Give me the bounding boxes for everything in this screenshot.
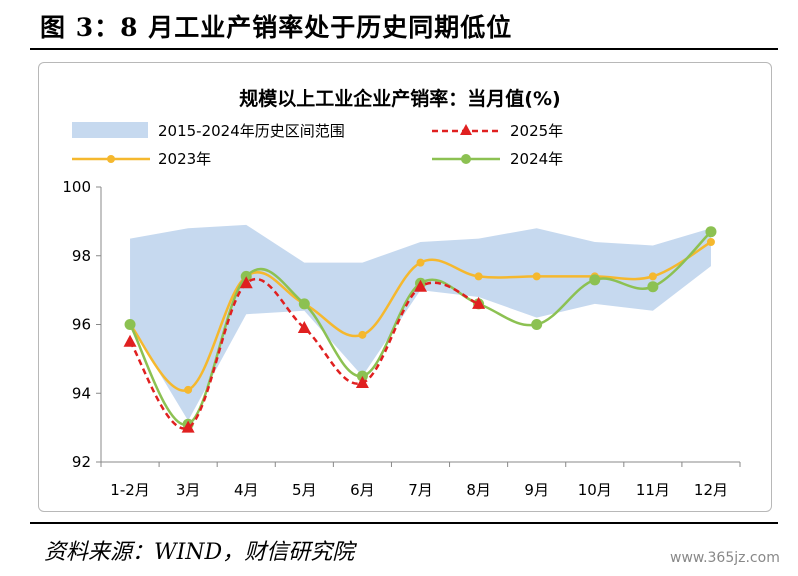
data-point-2025: [123, 334, 137, 347]
data-point-2024: [705, 226, 717, 238]
legend-swatch-band: [72, 122, 148, 138]
data-point-2023: [416, 258, 425, 267]
chart-title: 规模以上工业企业产销率：当月值(%): [239, 87, 560, 110]
data-point-2023: [706, 238, 715, 246]
chart-panel: [38, 62, 772, 512]
data-point-2024: [647, 281, 659, 293]
data-point-2024: [298, 298, 310, 310]
figure-title: 图 3：8 月工业产销率处于历史同期低位: [40, 13, 513, 42]
x-tick-label: 11月: [636, 481, 670, 499]
data-point-2024: [531, 319, 543, 330]
x-tick-label: 10月: [578, 481, 612, 499]
legend-marker-2025: [460, 124, 472, 135]
history-band-area: [130, 224, 711, 421]
y-tick-label: 96: [72, 316, 91, 334]
data-point-2025: [181, 420, 195, 433]
x-tick-label: 3月: [176, 481, 201, 499]
source-note: 资料来源：WIND，财信研究院: [44, 540, 355, 565]
data-point-2023: [358, 330, 367, 339]
y-tick-label: 94: [72, 384, 91, 402]
data-point-2025: [355, 375, 369, 388]
legend-label-band: 2015-2024年历史区间范围: [158, 122, 345, 140]
x-tick-label: 1-2月: [110, 481, 150, 499]
legend-marker-2024: [461, 154, 471, 164]
data-point-2025: [297, 320, 311, 333]
legend-label-2024: 2024年: [510, 150, 563, 168]
x-tick-label: 12月: [694, 481, 728, 499]
legend-label-2025: 2025年: [510, 122, 563, 140]
y-tick-label: 98: [72, 247, 91, 265]
x-tick-label: 4月: [234, 481, 259, 499]
legend: 2015-2024年历史区间范围 2025年 2023年 2024年: [72, 122, 563, 168]
x-tick-label: 6月: [350, 481, 375, 499]
x-tick-label: 8月: [466, 481, 491, 499]
data-point-2024: [124, 319, 136, 330]
legend-marker-2023: [107, 155, 115, 163]
data-point-2023: [532, 272, 541, 281]
data-point-2023: [648, 272, 657, 281]
top-rule: [30, 48, 778, 50]
x-tick-label: 5月: [292, 481, 317, 499]
data-point-2025: [472, 296, 486, 309]
plot-area: 92 94 96 98 100 1-2月 3月 4月 5月 6月 7月 8月 9月 10月 11月 12月: [62, 178, 741, 499]
watermark: www.365jz.com: [670, 550, 780, 566]
x-tick-label: 9月: [524, 481, 549, 499]
data-point-2023: [184, 385, 193, 394]
y-tick-label: 100: [62, 178, 91, 196]
bottom-rule: [30, 522, 778, 524]
y-tick-label: 92: [72, 453, 91, 471]
data-point-2023: [474, 272, 483, 281]
series-line-2025: [128, 277, 480, 430]
series-line-2023: [129, 240, 712, 392]
x-tick-label: 7月: [408, 481, 433, 499]
data-point-2025: [239, 276, 253, 289]
data-point-2024: [589, 274, 601, 286]
legend-label-2023: 2023年: [158, 150, 211, 168]
data-point-2025: [414, 279, 427, 292]
